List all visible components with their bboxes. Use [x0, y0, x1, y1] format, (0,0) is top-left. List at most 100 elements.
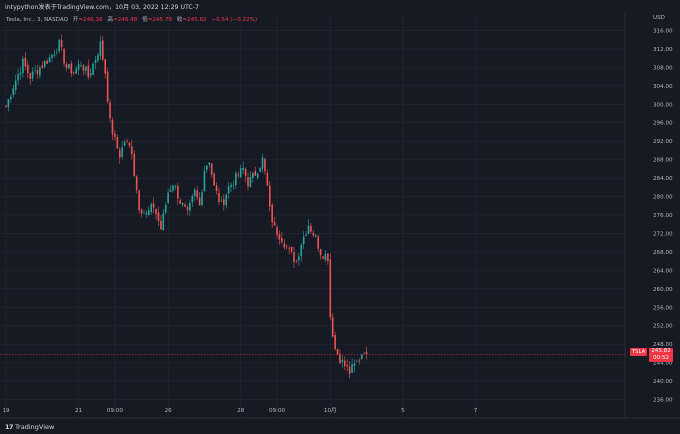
candle — [7, 98, 10, 112]
change-value: −0.54 (−0.22%) — [211, 17, 258, 23]
candle-body — [319, 249, 322, 256]
candle — [235, 170, 237, 190]
candle-body — [322, 256, 324, 259]
candle-body — [348, 366, 351, 374]
candle-body — [201, 192, 203, 206]
candle-body — [179, 200, 182, 204]
candle — [43, 59, 46, 69]
candle-body — [126, 140, 128, 142]
candle — [72, 71, 75, 76]
candle — [68, 64, 70, 69]
candle — [140, 208, 143, 218]
symbol-badge: TSLA — [630, 348, 647, 356]
candle-body — [266, 172, 269, 186]
candle-body — [235, 173, 237, 186]
tradingview-logo[interactable]: 17 TradingView — [5, 423, 54, 431]
candle — [317, 234, 319, 252]
candle-body — [80, 64, 82, 66]
candle — [244, 167, 247, 183]
price-tick-label: 240.00 — [653, 379, 673, 385]
candle-body — [239, 168, 242, 177]
price-tick-label: 272.00 — [653, 231, 673, 237]
candle-body — [155, 208, 157, 215]
candle — [290, 246, 293, 254]
price-tick-label: 244.00 — [653, 361, 673, 367]
candle — [126, 138, 128, 144]
candle-body — [53, 54, 56, 56]
candle-body — [5, 105, 7, 107]
candle-body — [82, 65, 85, 71]
price-tick-label: 316.00 — [653, 28, 673, 34]
candle-body — [317, 236, 319, 249]
candle — [29, 72, 31, 86]
candle — [261, 153, 264, 173]
candle-body — [346, 365, 349, 367]
candle-body — [14, 80, 17, 90]
candle-body — [230, 184, 232, 187]
price-tick-label: 268.00 — [653, 250, 673, 256]
candle — [276, 224, 278, 239]
candle-body — [249, 176, 252, 187]
candle — [181, 202, 184, 207]
candle — [114, 130, 116, 141]
time-tick-label: 10月 — [324, 407, 337, 414]
price-tick-label: 252.00 — [653, 324, 673, 330]
price-tick-label: 264.00 — [653, 268, 673, 274]
candle — [268, 180, 271, 212]
candle — [341, 355, 344, 368]
candle-body — [7, 99, 10, 108]
candle — [353, 359, 356, 373]
candle — [193, 187, 196, 202]
candle — [259, 167, 261, 173]
candle-body — [336, 349, 339, 355]
candle — [203, 166, 206, 193]
time-tick-label: 28 — [237, 408, 245, 414]
candle-body — [268, 185, 271, 207]
candle — [87, 59, 90, 80]
time-tick-label: 09:00 — [107, 408, 124, 414]
ohlc-legend: Tesla, Inc., 3, NASDAQ 开=246.38 高=246.48… — [6, 15, 257, 23]
candle-body — [353, 363, 356, 366]
candle — [356, 359, 358, 363]
candle — [10, 94, 12, 103]
candle-body — [104, 59, 107, 74]
candle-body — [276, 226, 278, 236]
publish-title: intypython发表于TradingView.com，10月 03, 202… — [5, 4, 199, 11]
candle-body — [56, 52, 58, 53]
candle — [220, 196, 223, 202]
candle — [82, 64, 85, 76]
candle — [92, 62, 94, 76]
candle-body — [363, 353, 365, 354]
candle-body — [118, 149, 121, 158]
candle-body — [208, 162, 211, 165]
symbol-description[interactable]: Tesla, Inc., 3, NASDAQ — [6, 17, 68, 23]
candle-body — [29, 73, 31, 79]
candle — [14, 74, 17, 95]
time-tick-label: 21 — [75, 408, 83, 414]
candle — [351, 358, 353, 373]
currency-label[interactable]: USD — [653, 15, 665, 21]
candle-body — [334, 335, 336, 350]
candle — [256, 172, 259, 180]
candle — [58, 38, 61, 54]
bar-countdown: 00:52 — [652, 355, 670, 361]
candle-body — [174, 186, 177, 188]
candle — [97, 52, 99, 63]
price-tick-label: 304.00 — [653, 84, 673, 90]
candle-body — [290, 246, 293, 252]
candle — [162, 209, 165, 231]
candle — [201, 189, 203, 207]
candle-body — [225, 194, 228, 206]
candle-body — [140, 209, 143, 214]
candle — [145, 210, 148, 218]
candle-body — [218, 192, 220, 202]
candle — [48, 54, 51, 63]
candle-body — [324, 253, 327, 261]
candle — [12, 85, 15, 98]
candle-body — [283, 243, 286, 248]
candle — [104, 58, 107, 79]
price-tick-label: 296.00 — [653, 121, 673, 127]
candle — [177, 182, 179, 205]
candle — [17, 68, 19, 86]
